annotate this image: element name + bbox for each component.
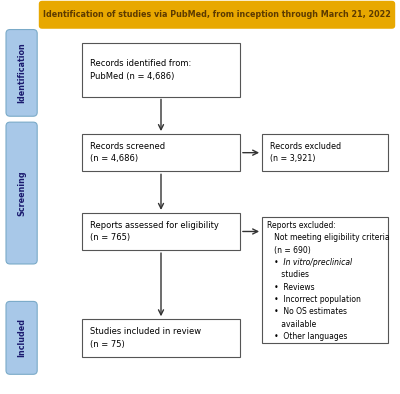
Text: Identification of studies via PubMed, from inception through March 21, 2022: Identification of studies via PubMed, fr…	[43, 10, 391, 19]
Text: Studies included in review
(n = 75): Studies included in review (n = 75)	[90, 327, 201, 349]
Text: studies: studies	[267, 270, 309, 279]
FancyBboxPatch shape	[6, 122, 37, 264]
FancyBboxPatch shape	[82, 213, 240, 250]
Text: •  Incorrect population: • Incorrect population	[267, 295, 361, 304]
FancyBboxPatch shape	[82, 134, 240, 171]
Text: Reports assessed for eligibility
(n = 765): Reports assessed for eligibility (n = 76…	[90, 221, 219, 242]
FancyBboxPatch shape	[262, 217, 388, 343]
FancyBboxPatch shape	[39, 1, 395, 29]
Text: available: available	[267, 320, 316, 329]
Text: Included: Included	[17, 318, 26, 357]
Text: •  Other languages: • Other languages	[267, 332, 347, 341]
Text: Records identified from:
PubMed (n = 4,686): Records identified from: PubMed (n = 4,6…	[90, 59, 191, 81]
FancyBboxPatch shape	[6, 30, 37, 116]
Text: Records excluded
(n = 3,921): Records excluded (n = 3,921)	[270, 142, 341, 164]
Text: Reports excluded:: Reports excluded:	[267, 221, 336, 230]
Text: Records screened
(n = 4,686): Records screened (n = 4,686)	[90, 142, 165, 164]
FancyBboxPatch shape	[82, 319, 240, 357]
FancyBboxPatch shape	[82, 43, 240, 97]
Text: Not meeting eligibility criteria: Not meeting eligibility criteria	[267, 233, 390, 242]
Text: •  Reviews: • Reviews	[267, 282, 314, 292]
Text: (n = 690): (n = 690)	[267, 245, 310, 255]
Text: •  No OS estimates: • No OS estimates	[267, 307, 347, 316]
Text: •  In vitro/preclinical: • In vitro/preclinical	[267, 258, 352, 267]
Text: Screening: Screening	[17, 170, 26, 216]
FancyBboxPatch shape	[6, 301, 37, 374]
Text: Identification: Identification	[17, 43, 26, 103]
FancyBboxPatch shape	[262, 134, 388, 171]
